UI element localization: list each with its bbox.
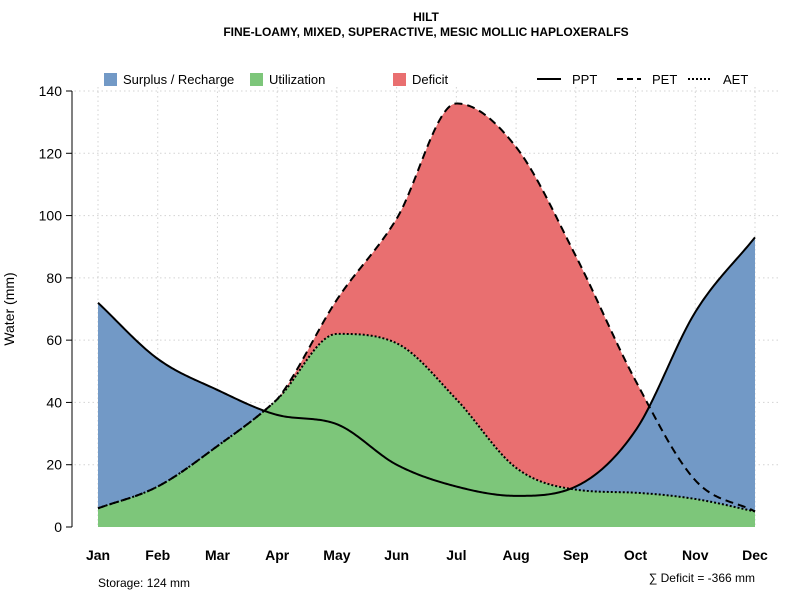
x-tick-label: Dec	[742, 547, 768, 563]
legend-swatch-surplus	[104, 73, 117, 86]
series-lines	[97, 102, 756, 513]
legend-label-aet: AET	[723, 72, 748, 87]
y-axis-label: Water (mm)	[1, 272, 17, 345]
utilization-area	[98, 333, 755, 527]
deficit-annotation: ∑ Deficit = -366 mm	[649, 571, 755, 585]
y-tick-label: 40	[46, 394, 62, 410]
x-tick-label: Sep	[563, 547, 589, 563]
x-tick-label: Feb	[145, 547, 170, 563]
x-tick-label: Apr	[265, 547, 290, 563]
x-tick-label: May	[323, 547, 350, 563]
x-tick-label: Jul	[446, 547, 466, 563]
y-tick-label: 120	[39, 145, 63, 161]
y-tick-label: 140	[39, 83, 63, 99]
legend-swatch-deficit	[393, 73, 406, 86]
y-tick-label: 60	[46, 332, 62, 348]
legend: Surplus / Recharge Utilization Deficit PPT P…	[104, 72, 748, 87]
area-fills	[98, 103, 755, 527]
x-tick-label: Jun	[384, 547, 409, 563]
legend-label-surplus: Surplus / Recharge	[123, 72, 234, 87]
x-tick-label: Oct	[624, 547, 648, 563]
deficit-area	[98, 103, 755, 512]
x-tick-label: Nov	[682, 547, 709, 563]
legend-label-ppt: PPT	[572, 72, 597, 87]
x-tick-label: Jan	[86, 547, 110, 563]
y-tick-label: 100	[39, 208, 63, 224]
y-tick-label: 20	[46, 457, 62, 473]
chart-subtitle: FINE-LOAMY, MIXED, SUPERACTIVE, MESIC MO…	[223, 25, 628, 39]
legend-swatch-utilization	[250, 73, 263, 86]
storage-annotation: Storage: 124 mm	[98, 576, 190, 590]
line-pet	[97, 102, 756, 513]
axes: 0 20 40 60 80 100 120 140 Jan Feb Mar Apr May Jun Jul A…	[39, 83, 768, 563]
legend-label-pet: PET	[652, 72, 677, 87]
legend-label-deficit: Deficit	[412, 72, 449, 87]
y-tick-label: 0	[54, 519, 62, 535]
x-tick-label: Mar	[205, 547, 230, 563]
line-ppt	[97, 236, 756, 497]
y-tick-label: 80	[46, 270, 62, 286]
legend-label-utilization: Utilization	[269, 72, 325, 87]
line-aet	[97, 332, 756, 513]
x-tick-label: Aug	[502, 547, 529, 563]
chart-title: HILT	[413, 10, 439, 24]
